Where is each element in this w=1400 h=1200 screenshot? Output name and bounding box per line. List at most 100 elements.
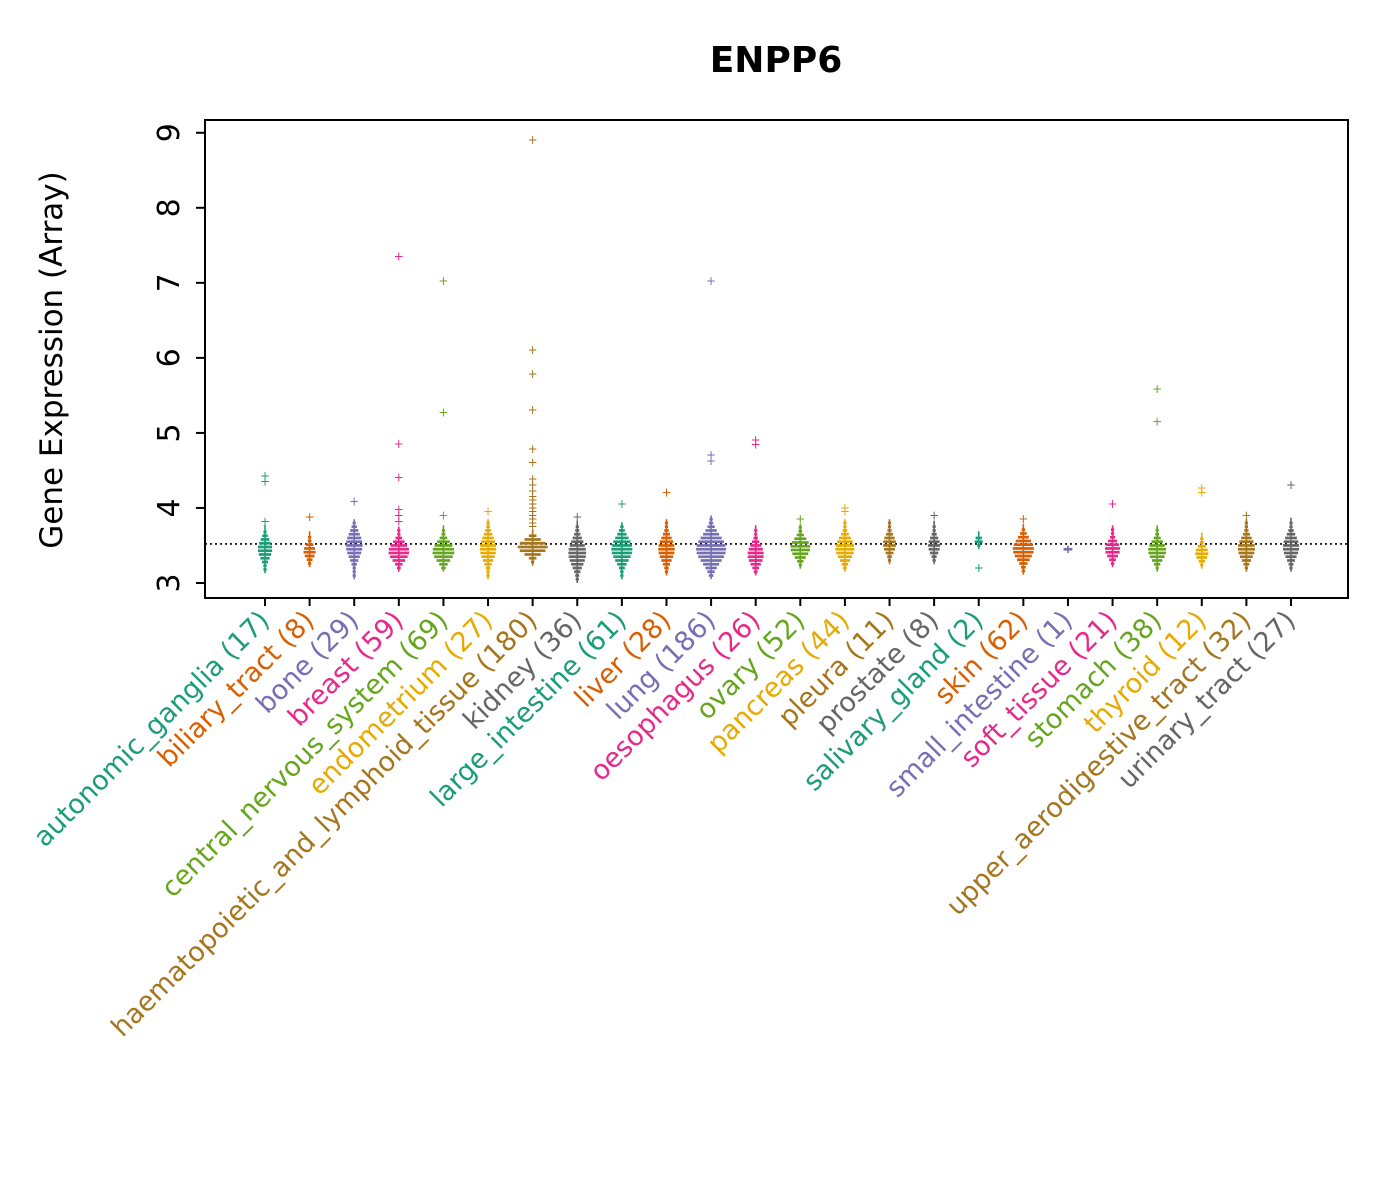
density-row	[791, 541, 809, 544]
outlier-point: +	[394, 508, 404, 522]
density-row	[884, 536, 895, 540]
density-row	[700, 536, 722, 540]
density-row	[885, 551, 894, 555]
density-row	[480, 551, 496, 555]
density-row	[1198, 559, 1205, 563]
violin-soft_tissue: +	[1104, 497, 1121, 568]
density-row	[1244, 529, 1249, 532]
outlier-point: +	[349, 495, 359, 509]
outlier-point: +	[528, 484, 538, 498]
density-row	[524, 553, 541, 556]
density-row	[1244, 566, 1249, 570]
density-row	[1149, 544, 1165, 547]
density-row	[304, 554, 315, 558]
density-row	[261, 560, 269, 564]
density-row	[519, 541, 546, 545]
density-row	[485, 566, 491, 570]
plot-border	[204, 119, 1349, 599]
density-row	[524, 538, 541, 541]
density-row	[837, 555, 852, 559]
density-row	[928, 547, 940, 551]
violin-bone: +	[345, 495, 363, 580]
density-row	[664, 521, 669, 525]
density-row	[1238, 544, 1255, 547]
density-row	[568, 551, 587, 555]
y-tick-label: 3	[152, 573, 187, 592]
density-row	[1282, 544, 1300, 547]
outlier-point: +	[528, 478, 538, 492]
density-row	[1289, 566, 1293, 570]
density-row	[620, 570, 624, 574]
outlier-point: +	[305, 510, 315, 524]
density-row	[346, 540, 363, 544]
density-row	[1021, 528, 1026, 532]
density-row	[1289, 521, 1293, 525]
density-row	[1155, 566, 1159, 570]
outlier-point: +	[706, 274, 716, 288]
density-row	[1286, 532, 1296, 536]
density-row	[797, 559, 804, 563]
density-row	[618, 529, 625, 532]
density-row	[664, 570, 669, 574]
outlier-point: +	[1018, 512, 1028, 526]
density-row	[260, 538, 270, 541]
violin-stomach: ++	[1148, 382, 1167, 572]
outlier-point: +	[528, 516, 538, 530]
outlier-point: +	[1152, 414, 1162, 428]
density-row	[1012, 547, 1034, 550]
y-tick-label: 4	[152, 498, 187, 517]
density-row	[306, 558, 313, 562]
density-row	[753, 570, 758, 574]
outlier-point: +	[572, 510, 582, 524]
density-row	[658, 547, 675, 551]
violin-pancreas: ++	[835, 501, 855, 572]
density-row	[1110, 562, 1115, 565]
density-row	[753, 536, 758, 540]
density-row	[1155, 529, 1159, 532]
density-row	[531, 560, 535, 564]
density-row	[1239, 540, 1254, 544]
density-row	[1015, 539, 1032, 543]
density-row	[263, 568, 267, 571]
density-row	[974, 540, 983, 544]
density-row	[484, 562, 492, 566]
density-row	[617, 532, 627, 536]
outlier-point: +	[394, 514, 404, 528]
density-row	[617, 562, 627, 566]
density-row	[1013, 550, 1034, 554]
outlier-point: +	[528, 520, 538, 534]
density-row	[1017, 535, 1029, 539]
density-row	[569, 559, 585, 562]
density-row	[748, 559, 763, 562]
density-row	[397, 532, 401, 536]
density-row	[928, 540, 940, 544]
density-row	[432, 547, 455, 551]
density-row	[480, 540, 496, 544]
density-row	[696, 551, 726, 555]
density-row	[790, 548, 810, 552]
density-row	[700, 559, 722, 562]
outlier-point: +	[528, 472, 538, 486]
density-row	[748, 547, 763, 551]
density-row	[397, 529, 401, 532]
density-row	[436, 559, 451, 562]
outlier-point: +	[929, 508, 939, 522]
density-row	[574, 570, 581, 574]
density-row	[482, 536, 494, 540]
density-row	[1244, 525, 1248, 529]
density-row	[696, 547, 727, 551]
density-row	[792, 552, 809, 556]
density-row	[305, 543, 314, 547]
density-row	[835, 547, 855, 551]
density-row	[887, 529, 892, 532]
density-row	[258, 553, 272, 556]
density-row	[568, 547, 586, 551]
density-row	[571, 540, 584, 544]
outlier-point: +	[528, 497, 538, 511]
density-row	[754, 532, 758, 536]
density-row	[1196, 556, 1208, 559]
density-row	[348, 532, 360, 536]
density-row	[752, 540, 760, 544]
density-row	[1282, 547, 1300, 551]
density-row	[1200, 537, 1204, 541]
